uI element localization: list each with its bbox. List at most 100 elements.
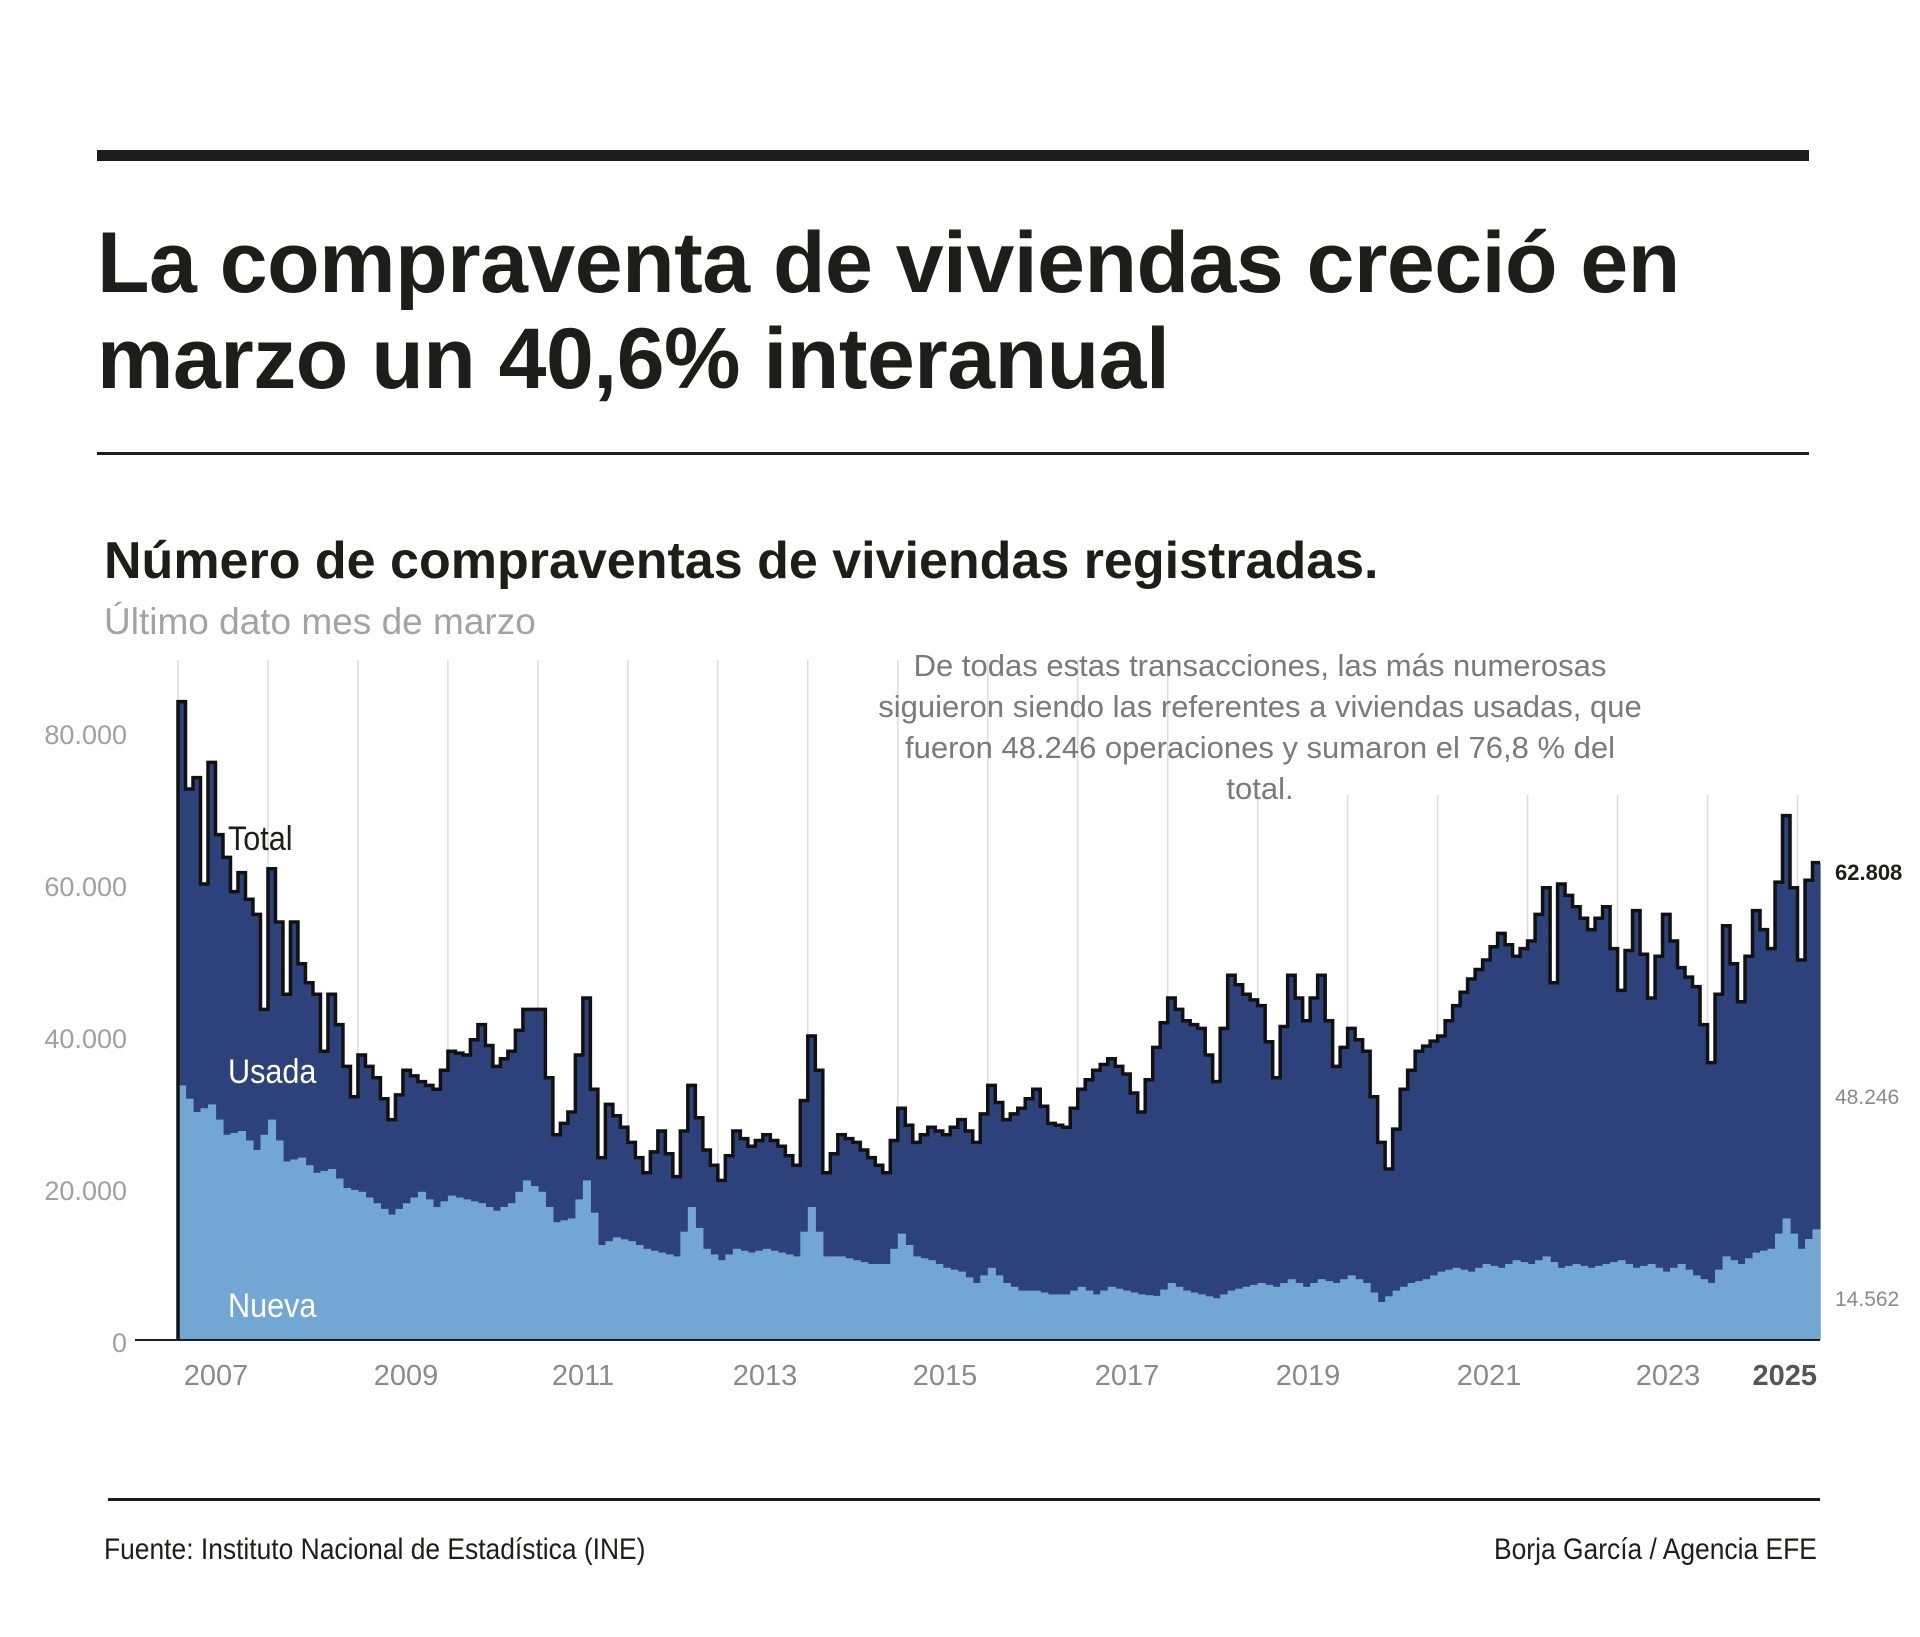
usada-bar xyxy=(462,1055,472,1340)
y-tick-label: 40.000 xyxy=(44,1024,127,1054)
nueva-bar xyxy=(1752,1252,1761,1340)
nueva-bar xyxy=(342,1188,352,1340)
nueva-bar xyxy=(1160,1289,1169,1340)
nueva-bar xyxy=(1340,1279,1349,1340)
usada-bar xyxy=(1310,998,1319,1340)
nueva-bar xyxy=(635,1245,644,1340)
usada-bar xyxy=(927,1127,936,1340)
nueva-bar xyxy=(1617,1260,1626,1340)
usada-bar xyxy=(777,1146,786,1340)
usada-bar xyxy=(1415,1051,1424,1340)
nueva-bar xyxy=(1452,1267,1461,1340)
nueva-bar xyxy=(1460,1269,1469,1340)
usada-bar xyxy=(1122,1074,1131,1340)
usada-bar xyxy=(800,1100,809,1340)
usada-bar xyxy=(1490,946,1499,1340)
nueva-bar xyxy=(1287,1279,1296,1340)
nueva-bar xyxy=(770,1250,779,1340)
nueva-bar xyxy=(1137,1294,1146,1340)
usada-bar xyxy=(1250,999,1259,1340)
usada-bar xyxy=(867,1157,876,1340)
nueva-bar xyxy=(185,1098,194,1340)
usada-bar xyxy=(1662,914,1671,1340)
nueva-bar xyxy=(440,1201,449,1340)
usada-bar xyxy=(1437,1036,1446,1340)
usada-bar xyxy=(305,982,314,1340)
nueva-bar xyxy=(875,1264,884,1340)
usada-bar xyxy=(1100,1064,1109,1340)
nueva-bar xyxy=(935,1264,944,1340)
nueva-bar xyxy=(807,1207,816,1340)
usada-bar xyxy=(1602,906,1611,1340)
nueva-bar xyxy=(897,1233,906,1340)
usada-bar xyxy=(237,872,247,1340)
nueva-bar xyxy=(1212,1298,1221,1340)
nueva-bar xyxy=(1190,1292,1199,1340)
nueva-bar xyxy=(642,1248,651,1340)
nueva-bar xyxy=(912,1256,921,1340)
nueva-bar xyxy=(1505,1264,1514,1340)
nueva-bar xyxy=(1482,1264,1491,1340)
nueva-bar xyxy=(1580,1265,1589,1340)
nueva-bar xyxy=(1647,1264,1656,1340)
usada-bar xyxy=(650,1151,659,1340)
nueva-bar xyxy=(1332,1283,1341,1340)
nueva-bar xyxy=(1490,1265,1499,1340)
nueva-bar xyxy=(1265,1284,1274,1340)
usada-bar xyxy=(1055,1125,1064,1340)
nueva-bar xyxy=(567,1218,576,1340)
usada-bar xyxy=(1040,1106,1049,1340)
usada-bar xyxy=(1332,1066,1341,1340)
usada-bar xyxy=(1160,1022,1169,1340)
nueva-bar xyxy=(1715,1269,1724,1340)
usada-bar xyxy=(1452,1005,1461,1340)
usada-bar xyxy=(1677,967,1686,1340)
nueva-bar xyxy=(612,1237,621,1340)
nueva-bar xyxy=(477,1203,487,1340)
nueva-bar xyxy=(792,1256,801,1340)
x-tick-label: 2011 xyxy=(552,1360,614,1392)
usada-bar xyxy=(1655,956,1664,1340)
nueva-bar xyxy=(327,1169,337,1340)
nueva-bar xyxy=(1497,1267,1506,1340)
usada-bar xyxy=(830,1153,839,1340)
nueva-bar xyxy=(1775,1233,1784,1340)
nueva-bar xyxy=(1677,1264,1686,1340)
nueva-bar xyxy=(1205,1296,1214,1340)
nueva-bar xyxy=(1535,1260,1544,1340)
nueva-bar xyxy=(387,1214,397,1340)
usada-bar xyxy=(1182,1020,1191,1340)
nueva-bar xyxy=(1130,1292,1139,1340)
usada-bar xyxy=(755,1140,764,1340)
nueva-bar xyxy=(1377,1302,1386,1340)
nueva-bar xyxy=(1700,1279,1709,1340)
usada-bar xyxy=(1767,948,1776,1340)
usada-bar xyxy=(987,1085,996,1340)
usada-bar xyxy=(1640,954,1649,1340)
usada-bar xyxy=(1632,910,1641,1340)
nueva-bar xyxy=(837,1256,846,1340)
nueva-bar xyxy=(470,1201,479,1340)
nueva-bar xyxy=(1587,1267,1596,1340)
nueva-bar xyxy=(1062,1294,1071,1340)
usada-bar xyxy=(875,1165,884,1340)
nueva-bar xyxy=(1250,1284,1259,1340)
usada-bar xyxy=(620,1127,629,1340)
nueva-bar xyxy=(627,1241,636,1340)
nueva-bar xyxy=(942,1267,951,1340)
usada-bar xyxy=(530,1009,539,1340)
nueva-bar xyxy=(1100,1290,1109,1340)
x-tick-label: 2007 xyxy=(184,1360,249,1392)
usada-bar xyxy=(897,1108,906,1340)
nueva-bar xyxy=(462,1199,472,1340)
usada-bar xyxy=(1737,1001,1746,1340)
nueva-bar xyxy=(582,1180,591,1340)
usada-bar xyxy=(1062,1127,1071,1340)
usada-bar xyxy=(1355,1039,1364,1340)
nueva-bar xyxy=(1790,1233,1799,1340)
usada-bar xyxy=(477,1024,487,1340)
usada-bar xyxy=(1205,1055,1214,1340)
usada-bar xyxy=(485,1045,494,1340)
usada-bar xyxy=(702,1150,711,1340)
